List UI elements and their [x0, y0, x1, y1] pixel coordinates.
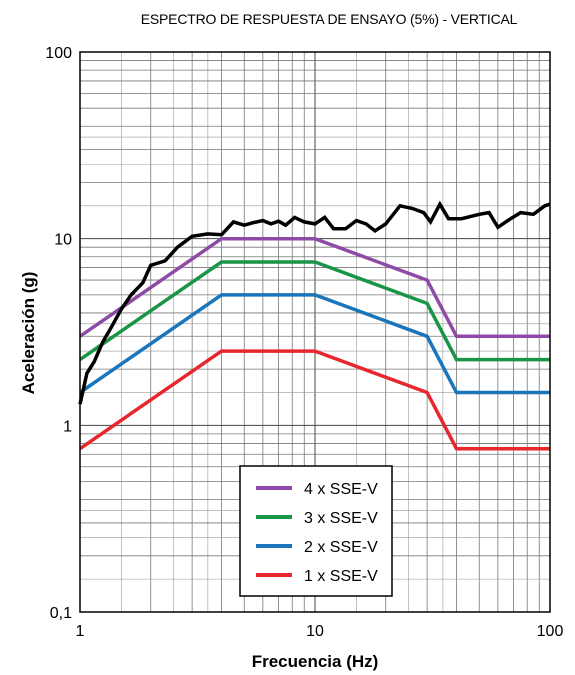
series-lines — [78, 200, 551, 451]
y-axis-label: Aceleración (g) — [19, 272, 38, 395]
legend-label: 1 x SSE-V — [304, 568, 378, 585]
legend-label: 3 x SSE-V — [304, 510, 378, 527]
y-tick-label: 0,1 — [50, 605, 72, 622]
series-line-3xsse-v — [79, 260, 550, 362]
legend: 4 x SSE-V 3 x SSE-V 2 x SSE-V 1 x SSE-V — [239, 465, 393, 597]
series-line-test-spectrum — [78, 200, 551, 405]
series-line-2xsse-v — [79, 293, 550, 395]
x-tick-label: 10 — [306, 623, 324, 640]
plot-frame — [79, 51, 551, 613]
series-line-1xsse-v — [79, 349, 550, 451]
x-tick-label: 100 — [537, 623, 564, 640]
legend-label: 4 x SSE-V — [304, 481, 378, 498]
series-line-4xsse-v — [79, 236, 550, 339]
y-tick-label: 1 — [63, 418, 72, 435]
legend-label: 2 x SSE-V — [304, 539, 378, 556]
y-tick-label: 100 — [45, 45, 72, 62]
x-tick-label: 1 — [76, 623, 85, 640]
chart-title: ESPECTRO DE RESPUESTA DE ENSAYO (5%) - V… — [141, 11, 518, 27]
y-tick-label: 10 — [54, 232, 72, 249]
x-axis-label: Frecuencia (Hz) — [252, 652, 379, 671]
